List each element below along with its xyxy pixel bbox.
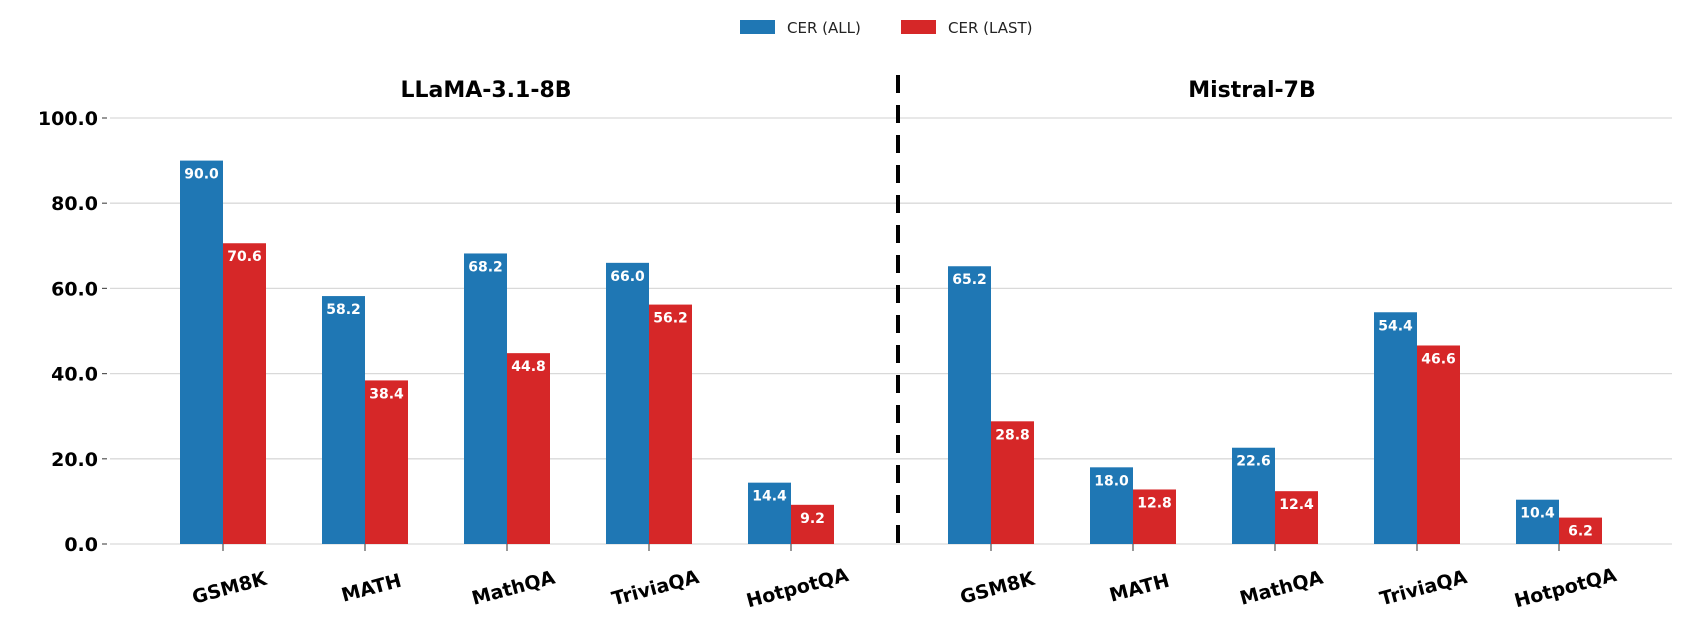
y-tick-label: 60.0	[51, 278, 98, 300]
bar-value-label: 14.4	[752, 489, 787, 505]
x-tick-label: GSM8K	[958, 567, 1038, 608]
bar-value-label: 10.4	[1520, 506, 1555, 522]
bar-cer-all	[748, 482, 791, 544]
x-tick-label: MathQA	[469, 566, 557, 609]
y-tick-label: 20.0	[51, 449, 98, 471]
bar-value-label: 66.0	[610, 269, 645, 285]
x-axis: GSM8K MATH MathQA TriviaQA HotpotQA GSM8K MATH…	[190, 544, 1619, 612]
bar-cer-all	[322, 296, 365, 544]
y-tick-label: 40.0	[51, 364, 98, 386]
bar-cer-last	[507, 353, 550, 544]
legend-swatch-last	[901, 20, 936, 34]
y-axis: 0.0 20.0 40.0 60.0 80.0 100.0	[38, 108, 107, 556]
bar-cer-last	[649, 304, 692, 544]
bar-value-label: 70.6	[227, 249, 262, 265]
bar-value-label: 68.2	[468, 259, 503, 275]
bar-cer-all	[1374, 312, 1417, 544]
bar-value-label: 12.8	[1137, 495, 1172, 511]
bar-value-label: 56.2	[653, 311, 688, 327]
bar-cer-all	[948, 266, 991, 544]
y-tick-label: 0.0	[64, 534, 98, 556]
x-tick-label: MathQA	[1237, 566, 1325, 609]
y-tick-label: 100.0	[38, 108, 98, 130]
legend-label-all: CER (ALL)	[787, 19, 861, 37]
bar-value-label: 54.4	[1378, 318, 1413, 334]
bar-cer-last	[791, 504, 834, 544]
bar-cer-last	[1133, 489, 1176, 544]
x-tick-label: TriviaQA	[609, 566, 701, 610]
bar-value-label: 38.4	[369, 386, 404, 402]
bars: 90.0 70.6 58.2 38.4 68.2 44.8 66.0 56.2 14.4 9.2 6…	[180, 160, 1602, 544]
bar-value-label: 28.8	[995, 427, 1030, 443]
legend-label-last: CER (LAST)	[948, 19, 1033, 37]
bar-value-label: 65.2	[952, 272, 987, 288]
x-tick-label: HotpotQA	[1512, 564, 1619, 612]
bar-value-label: 22.6	[1236, 454, 1271, 470]
bar-cer-last	[365, 380, 408, 544]
bar-value-label: 12.4	[1279, 497, 1314, 513]
legend: CER (ALL) CER (LAST)	[740, 19, 1033, 37]
bar-value-label: 44.8	[511, 359, 546, 375]
bar-cer-all	[1232, 447, 1275, 544]
bar-cer-last	[1559, 517, 1602, 544]
bar-cer-last	[1275, 491, 1318, 544]
bar-value-label: 18.0	[1094, 473, 1129, 489]
x-tick-label: TriviaQA	[1377, 566, 1469, 610]
panel-title-mistral: Mistral-7B	[1188, 78, 1316, 103]
x-tick-label: MATH	[1107, 570, 1172, 607]
bar-cer-last	[1417, 345, 1460, 544]
bar-cer-last	[223, 243, 266, 544]
panel-title-llama: LLaMA-3.1-8B	[400, 78, 571, 103]
legend-swatch-all	[740, 20, 775, 34]
bar-cer-all	[180, 160, 223, 544]
bar-cer-last	[991, 421, 1034, 544]
bar-cer-all	[1090, 467, 1133, 544]
bar-value-label: 6.2	[1568, 524, 1593, 540]
bar-cer-all	[464, 253, 507, 544]
x-tick-label: GSM8K	[190, 567, 270, 608]
bar-value-label: 9.2	[800, 511, 825, 527]
y-tick-label: 80.0	[51, 193, 98, 215]
bar-cer-all	[1516, 499, 1559, 544]
x-tick-label: HotpotQA	[744, 564, 851, 612]
x-tick-label: MATH	[339, 570, 404, 607]
bar-value-label: 46.6	[1421, 351, 1456, 367]
bar-cer-all	[606, 262, 649, 544]
bar-value-label: 90.0	[184, 167, 219, 183]
bar-value-label: 58.2	[326, 302, 361, 318]
